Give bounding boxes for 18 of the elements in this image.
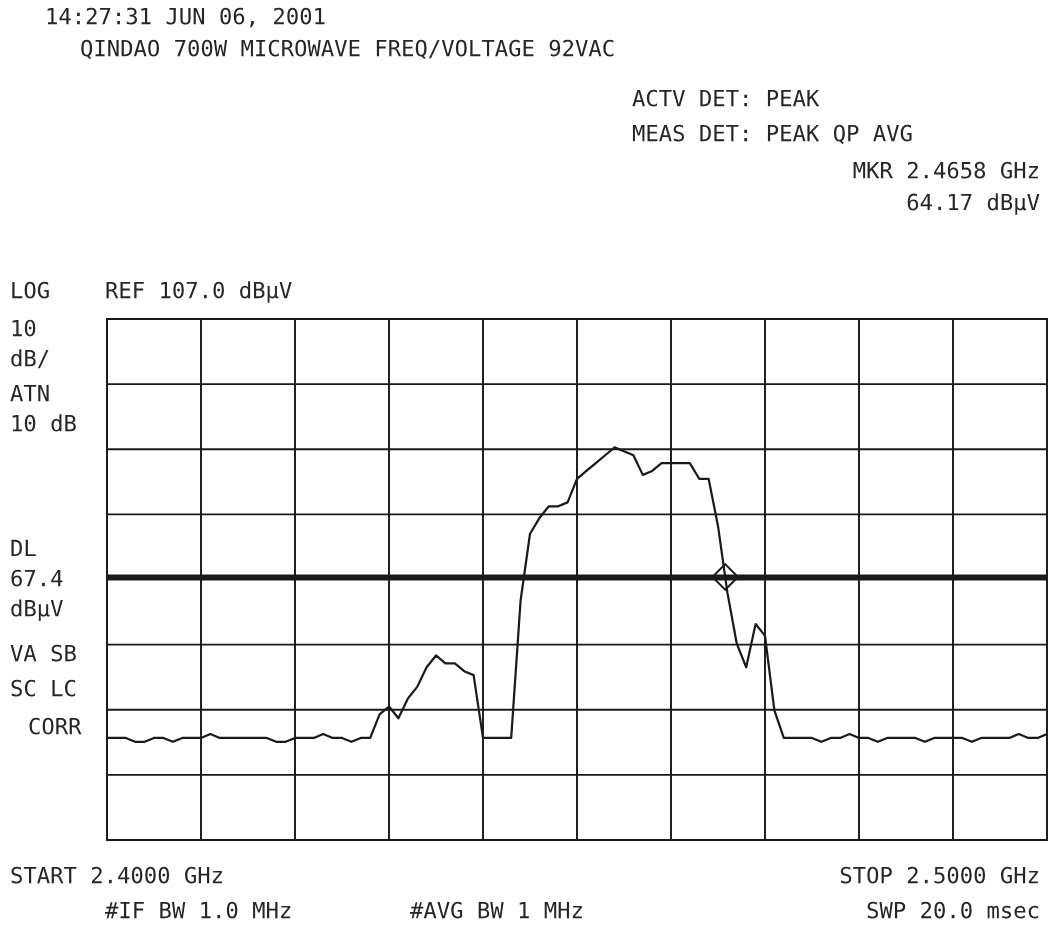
chart-title: QINDAO 700W MICROWAVE FREQ/VOLTAGE 92VAC	[81, 39, 614, 60]
text: SWP 20.0 msec	[867, 901, 1039, 919]
text: #IF BW 1.0 MHz	[105, 901, 291, 919]
text: MEAS DET: PEAK QP AVG	[632, 124, 912, 145]
text: STOP 2.5000 GHz	[840, 866, 1038, 884]
text: MKR 2.4658 GHz 64.17 dBµV	[853, 161, 1040, 215]
text: START 2.4000 GHz	[11, 866, 222, 884]
text: LOG	[12, 281, 49, 299]
text: VA SB	[10, 644, 76, 662]
text: #AVG BW 1 MHz	[410, 901, 582, 919]
text: SC LC	[11, 679, 76, 697]
ref-line-label: DL 67.4 dBµV	[11, 539, 63, 621]
text: REF 107.0 dBµV	[106, 281, 292, 303]
text: 10 dB/	[11, 319, 49, 369]
text: ATN 10 dB	[10, 384, 76, 432]
text: CORR	[29, 717, 82, 735]
text: 14:27:31 JUN 06, 2001	[47, 7, 325, 28]
text: ACTV DET: PEAK	[632, 89, 820, 107]
